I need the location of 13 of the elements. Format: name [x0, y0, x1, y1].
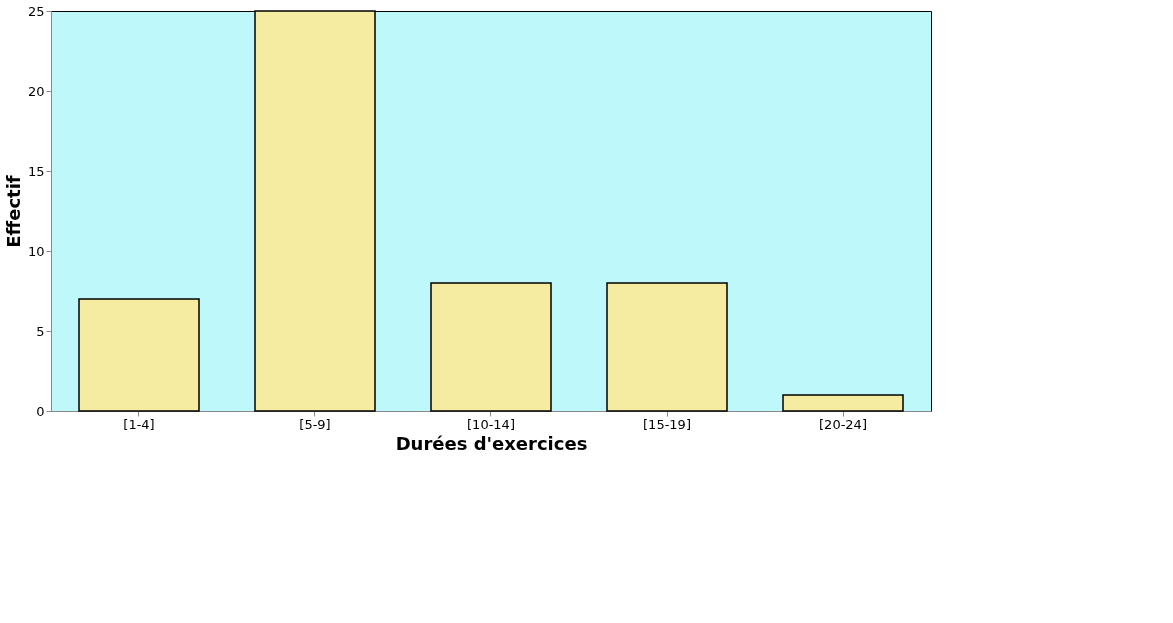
y-tick-label: 0 [36, 403, 45, 419]
x-axis-title: Durées d'exercices [395, 432, 588, 454]
x-tick-label: [15-19] [643, 416, 691, 432]
x-tick-label: [5-9] [299, 416, 331, 432]
y-axis-title: Effectif [2, 175, 24, 248]
y-tick-label: 10 [27, 243, 45, 259]
x-tick-label: [1-4] [123, 416, 155, 432]
y-tick-label: 25 [27, 3, 45, 19]
y-tick-label: 20 [27, 83, 45, 99]
y-tick-label: 15 [27, 163, 45, 179]
x-tick-label: [10-14] [467, 416, 515, 432]
x-tick-label: [20-24] [819, 416, 867, 432]
y-tick-label: 5 [36, 323, 45, 339]
